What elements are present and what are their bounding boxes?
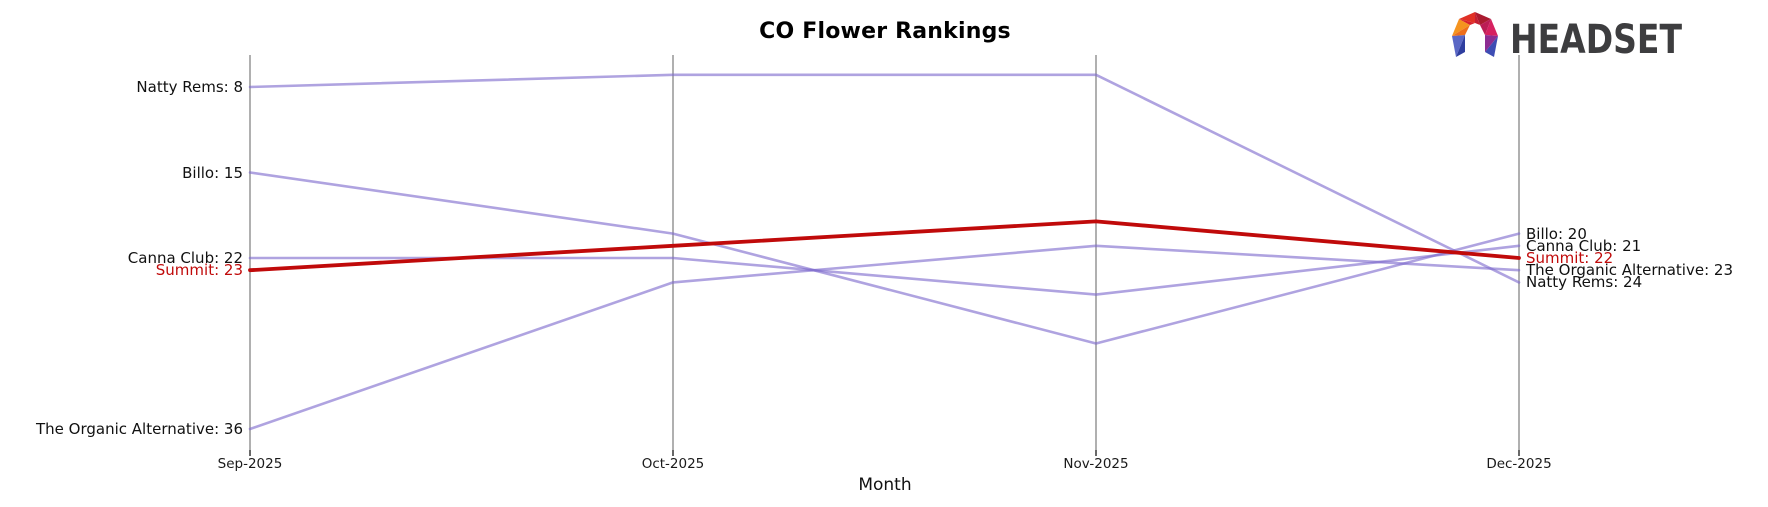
headset-logo-text: HEADSET <box>1510 17 1683 62</box>
chart-title: CO Flower Rankings <box>759 19 1011 44</box>
end-label-billo: Billo: 20 <box>1526 225 1587 243</box>
headset-logo: HEADSET <box>1448 8 1698 66</box>
start-label-natty-rems: Natty Rems: 8 <box>136 78 243 96</box>
start-label-billo: Billo: 15 <box>182 164 243 182</box>
x-tick-label-Nov-2025: Nov-2025 <box>1063 456 1129 472</box>
end-label-summit: Summit: 22 <box>1526 249 1614 267</box>
x-tick-label-Oct-2025: Oct-2025 <box>641 456 705 472</box>
start-label-the-organic-alternative: The Organic Alternative: 36 <box>36 420 243 438</box>
end-label-natty-rems: Natty Rems: 24 <box>1526 273 1643 291</box>
series-line-billo <box>248 171 1521 345</box>
start-label-canna-club: Canna Club: 22 <box>127 249 243 267</box>
headset-logo-icon: HEADSET <box>1452 12 1683 63</box>
x-tick-label-Dec-2025: Dec-2025 <box>1486 456 1552 472</box>
end-label-the-organic-alternative: The Organic Alternative: 23 <box>1526 261 1733 279</box>
series-line-summit <box>248 219 1521 273</box>
x-axis-title: Month <box>858 475 912 495</box>
series-line-the-organic-alternative <box>248 244 1521 431</box>
x-tick-label-Sep-2025: Sep-2025 <box>217 456 283 472</box>
series-line-natty-rems <box>248 73 1521 284</box>
end-label-canna-club: Canna Club: 21 <box>1526 237 1642 255</box>
start-label-summit: Summit: 23 <box>155 261 243 279</box>
